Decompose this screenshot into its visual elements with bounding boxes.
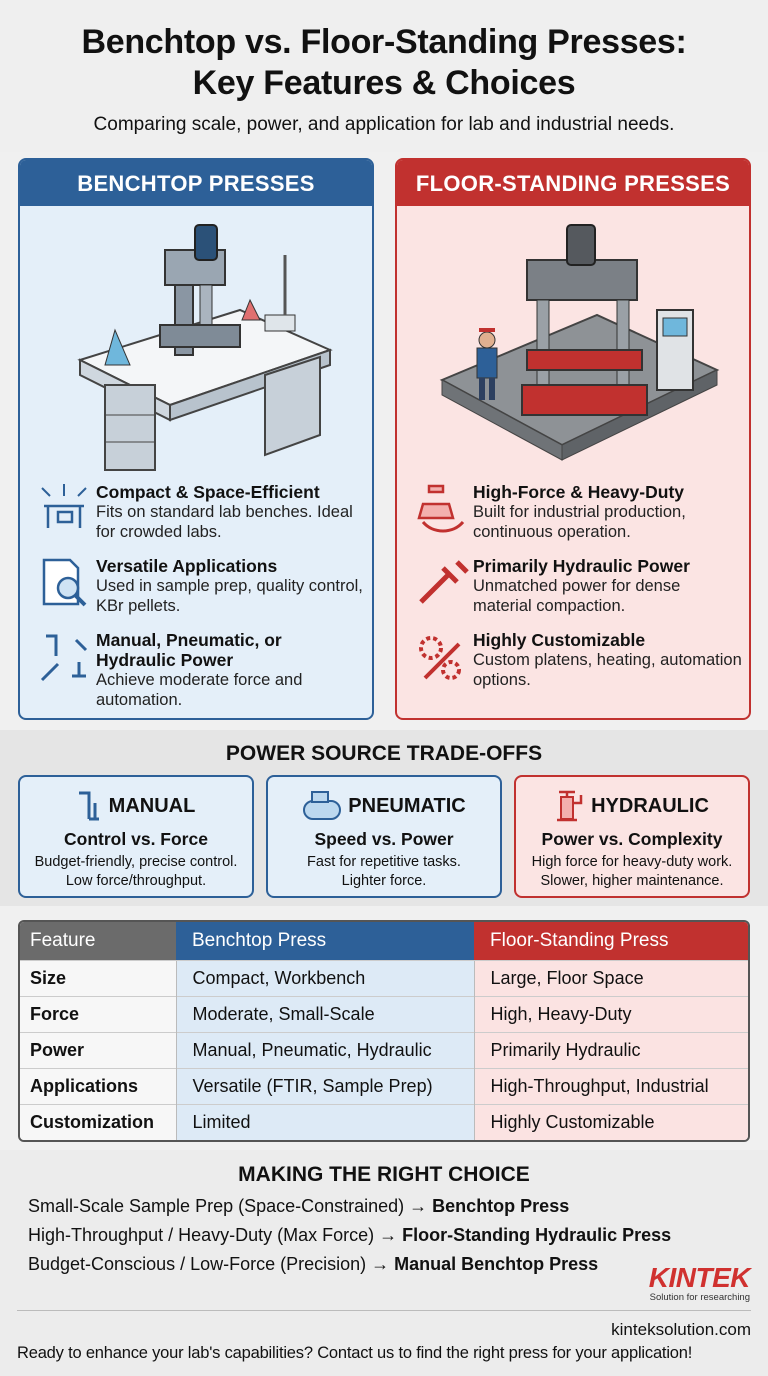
section-title: MAKING THE RIGHT CHOICE — [238, 1163, 530, 1186]
benchtop-cell: Manual, Pneumatic, Hydraulic — [175, 1031, 474, 1068]
feature-title: Highly Customizable — [473, 630, 646, 650]
power-card-manual: MANUAL Control vs. Force Budget-friendly… — [18, 775, 254, 898]
card-subtitle: Speed vs. Power — [314, 829, 454, 849]
floor-feature-3: Highly Customizable Custom platens, heati… — [413, 630, 743, 690]
hydraulic-jack-icon — [557, 790, 583, 822]
logo-text: KINTEK — [648, 1262, 751, 1293]
feature-desc: Fits on standard lab benches. Ideal for … — [96, 503, 353, 541]
card-name: PNEUMATIC — [348, 794, 466, 817]
feature-title: Compact & Space-Efficient — [96, 482, 320, 502]
feature-title: Versatile Applications — [96, 556, 278, 576]
gears-wrench-icon — [419, 636, 461, 680]
card-line-1: Fast for repetitive tasks. — [307, 854, 461, 870]
floor-standing-title: FLOOR-STANDING PRESSES — [397, 160, 749, 206]
power-card-pneumatic: PNEUMATIC Speed vs. Power Fast for repet… — [266, 775, 502, 898]
card-name: HYDRAULIC — [591, 794, 709, 817]
header: Benchtop vs. Floor-Standing Presses: Key … — [0, 0, 768, 152]
benchtop-cell: Limited — [175, 1103, 474, 1140]
card-line-2: Lighter force. — [341, 873, 427, 889]
hand-crank-icon — [78, 791, 99, 821]
choice-item: Small-Scale Sample Prep (Space-Constrain… — [28, 1196, 569, 1217]
kintek-logo: KINTEK Solution for researching — [648, 1262, 751, 1304]
benchtop-feature-3: Manual, Pneumatic, or Hydraulic Power Ach… — [36, 630, 366, 710]
card-line-1: High force for heavy-duty work. — [531, 854, 733, 870]
power-card-hydraulic: HYDRAULIC Power vs. Complexity High forc… — [514, 775, 750, 898]
choice-result: Benchtop Press — [432, 1196, 570, 1216]
choice-item: High-Throughput / Heavy-Duty (Max Force)… — [28, 1225, 671, 1246]
title-line-1: Benchtop vs. Floor-Standing Presses: — [81, 23, 687, 61]
feature-title: Primarily Hydraulic Power — [473, 556, 690, 576]
feature-desc: Custom platens, heating, automation opti… — [473, 651, 742, 689]
power-tools-icon — [40, 634, 88, 682]
feature-cell: Power — [20, 1031, 176, 1068]
feature-cell: Size — [20, 959, 176, 996]
header-floor: Floor-Standing Press — [474, 922, 748, 960]
floor-press-illustration — [439, 224, 720, 461]
choice-condition: Small-Scale Sample Prep (Space-Constrain… — [28, 1196, 433, 1216]
table-row: Customization Limited Highly Customizable — [20, 1103, 748, 1140]
card-name: MANUAL — [108, 794, 196, 817]
feature-desc: Built for industrial production, continu… — [473, 503, 686, 541]
page-title: Benchtop vs. Floor-Standing Presses: Key … — [0, 0, 768, 104]
card-line-1: Budget-friendly, precise control. — [34, 854, 238, 870]
card-line-2: Low force/throughput. — [65, 873, 207, 889]
benchtop-press-illustration — [77, 224, 333, 471]
floor-feature-2: Primarily Hydraulic Power Unmatched power… — [413, 556, 743, 616]
table-row: Size Compact, Workbench Large, Floor Space — [20, 959, 748, 996]
feature-cell: Force — [20, 995, 176, 1032]
floor-cell: Primarily Hydraulic — [473, 1031, 748, 1068]
choice-condition: Budget-Conscious / Low-Force (Precision)… — [28, 1254, 395, 1274]
call-to-action: Ready to enhance your lab's capabilities… — [17, 1344, 693, 1362]
hydraulic-cylinder-icon — [419, 560, 469, 604]
choice-result: Floor-Standing Hydraulic Press — [402, 1225, 672, 1245]
air-compressor-icon — [303, 791, 342, 820]
floor-standing-panel: FLOOR-STANDING PRESSES High-Force & Heav… — [395, 158, 751, 720]
choice-item: Budget-Conscious / Low-Force (Precision)… — [28, 1254, 598, 1275]
divider — [17, 1310, 751, 1311]
card-line-2: Slower, higher maintenance. — [540, 873, 724, 889]
benchtop-feature-2: Versatile Applications Used in sample pre… — [36, 556, 366, 616]
header-feature: Feature — [20, 922, 176, 960]
benchtop-cell: Versatile (FTIR, Sample Prep) — [175, 1067, 474, 1104]
website-link[interactable]: kinteksolution.com — [611, 1320, 751, 1339]
logo-tagline: Solution for researching — [649, 1292, 750, 1303]
benchtop-panel: BENCHTOP PRESSES Compact & Space-Efficie… — [18, 158, 374, 720]
header-benchtop: Benchtop Press — [176, 922, 474, 960]
choice-result: Manual Benchtop Press — [394, 1254, 599, 1274]
feature-desc: Unmatched power for dense material compa… — [473, 577, 681, 615]
title-line-2: Key Features & Choices — [192, 64, 576, 102]
subtitle: Comparing scale, power, and application … — [93, 114, 675, 135]
floor-cell: High, Heavy-Duty — [473, 995, 748, 1032]
floor-feature-1: High-Force & Heavy-Duty Built for industr… — [413, 482, 743, 542]
floor-cell: High-Throughput, Industrial — [473, 1067, 748, 1104]
weight-muscle-icon — [417, 484, 465, 533]
benchtop-cell: Compact, Workbench — [175, 959, 474, 996]
table-row: Force Moderate, Small-Scale High, Heavy-Du… — [20, 995, 748, 1032]
floor-cell: Large, Floor Space — [473, 959, 748, 996]
section-title: POWER SOURCE TRADE-OFFS — [225, 742, 543, 765]
right-choice-section: MAKING THE RIGHT CHOICE Small-Scale Samp… — [0, 1150, 768, 1376]
benchtop-feature-1: Compact & Space-Efficient Fits on standar… — [36, 482, 366, 542]
feature-title: Manual, Pneumatic, or Hydraulic Power — [96, 630, 282, 670]
benchtop-title: BENCHTOP PRESSES — [20, 160, 372, 206]
comparison-table: Feature Benchtop Press Floor-Standing Pr… — [18, 920, 750, 1142]
table-row: Power Manual, Pneumatic, Hydraulic Primari… — [20, 1031, 748, 1068]
feature-desc: Achieve moderate force and automation. — [96, 671, 303, 709]
choice-condition: High-Throughput / Heavy-Duty (Max Force)… — [28, 1225, 403, 1245]
floor-cell: Highly Customizable — [473, 1103, 748, 1140]
feature-title: High-Force & Heavy-Duty — [473, 482, 685, 502]
benchtop-cell: Moderate, Small-Scale — [175, 995, 474, 1032]
document-magnifier-icon — [42, 558, 87, 607]
card-subtitle: Control vs. Force — [64, 829, 208, 849]
table-row: Applications Versatile (FTIR, Sample Prep… — [20, 1067, 748, 1104]
space-efficient-bench-icon — [41, 484, 87, 528]
card-subtitle: Power vs. Complexity — [541, 829, 723, 849]
feature-cell: Customization — [20, 1103, 176, 1140]
feature-cell: Applications — [20, 1067, 176, 1104]
feature-desc: Used in sample prep, quality control, KB… — [96, 577, 363, 615]
